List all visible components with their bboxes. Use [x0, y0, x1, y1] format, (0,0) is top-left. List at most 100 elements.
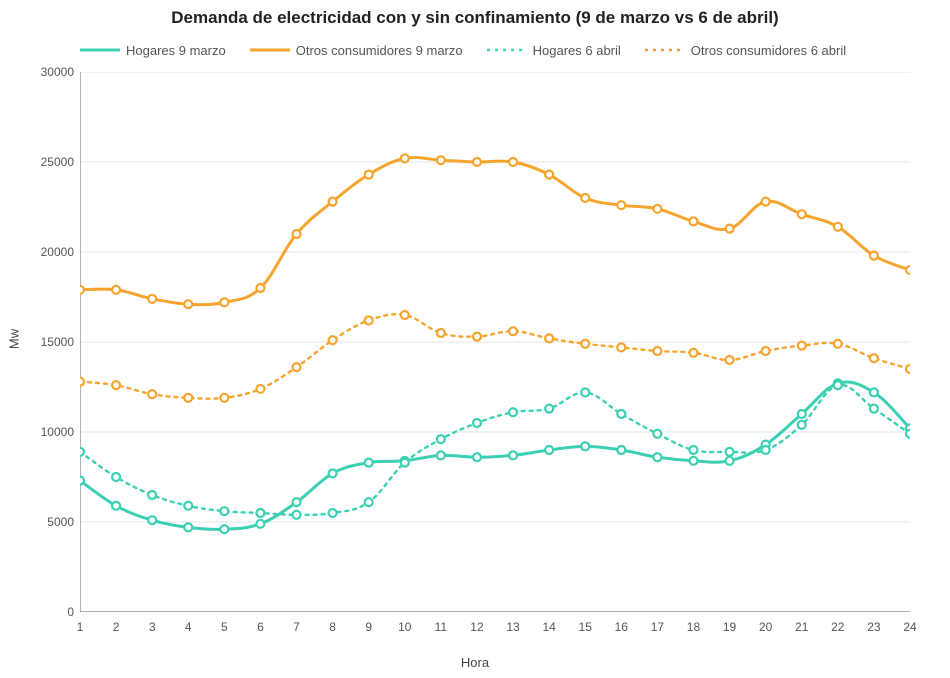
data-marker: [834, 340, 842, 348]
x-tick: 16: [615, 620, 628, 634]
x-tick: 5: [221, 620, 228, 634]
data-marker: [509, 408, 517, 416]
data-marker: [798, 421, 806, 429]
data-marker: [365, 316, 373, 324]
x-tick: 10: [398, 620, 411, 634]
plot-area: [80, 72, 910, 612]
x-tick: 15: [579, 620, 592, 634]
data-marker: [184, 300, 192, 308]
data-marker: [437, 451, 445, 459]
data-marker: [581, 442, 589, 450]
legend: Hogares 9 marzo Otros consumidores 9 marz…: [80, 42, 846, 58]
x-tick: 17: [651, 620, 664, 634]
x-tick: 21: [795, 620, 808, 634]
x-tick: 13: [506, 620, 519, 634]
data-marker: [365, 498, 373, 506]
data-marker: [112, 502, 120, 510]
data-marker: [545, 405, 553, 413]
data-marker: [726, 225, 734, 233]
y-tick: 10000: [28, 425, 74, 439]
data-marker: [220, 507, 228, 515]
data-marker: [689, 217, 697, 225]
data-marker: [293, 363, 301, 371]
data-marker: [545, 446, 553, 454]
series-line: [80, 382, 910, 529]
data-marker: [256, 509, 264, 517]
data-marker: [293, 230, 301, 238]
data-marker: [329, 469, 337, 477]
data-marker: [726, 448, 734, 456]
x-axis-label: Hora: [0, 655, 950, 670]
data-marker: [653, 453, 661, 461]
data-marker: [473, 453, 481, 461]
legend-item: Hogares 6 abril: [487, 42, 621, 58]
legend-swatch: [487, 42, 527, 58]
data-marker: [184, 523, 192, 531]
y-tick: 5000: [28, 515, 74, 529]
data-marker: [437, 156, 445, 164]
data-marker: [581, 194, 589, 202]
data-marker: [689, 457, 697, 465]
data-marker: [509, 451, 517, 459]
data-marker: [473, 333, 481, 341]
y-tick: 30000: [28, 65, 74, 79]
data-marker: [509, 327, 517, 335]
data-marker: [401, 154, 409, 162]
legend-item: Hogares 9 marzo: [80, 42, 226, 58]
y-tick: 15000: [28, 335, 74, 349]
x-tick: 19: [723, 620, 736, 634]
data-marker: [112, 473, 120, 481]
data-marker: [617, 410, 625, 418]
data-marker: [220, 298, 228, 306]
data-marker: [617, 343, 625, 351]
data-marker: [437, 435, 445, 443]
x-tick: 1: [77, 620, 84, 634]
legend-label: Otros consumidores 9 marzo: [296, 43, 463, 58]
data-marker: [762, 446, 770, 454]
data-marker: [329, 509, 337, 517]
y-tick: 20000: [28, 245, 74, 259]
data-marker: [220, 525, 228, 533]
data-marker: [112, 381, 120, 389]
data-marker: [906, 266, 910, 274]
data-marker: [726, 356, 734, 364]
data-marker: [256, 520, 264, 528]
data-marker: [256, 284, 264, 292]
data-marker: [762, 347, 770, 355]
data-marker: [473, 419, 481, 427]
data-marker: [473, 158, 481, 166]
x-tick: 24: [903, 620, 916, 634]
data-marker: [329, 336, 337, 344]
data-marker: [220, 394, 228, 402]
legend-swatch: [80, 42, 120, 58]
x-tick: 2: [113, 620, 120, 634]
data-marker: [798, 210, 806, 218]
x-tick: 7: [293, 620, 300, 634]
data-marker: [581, 388, 589, 396]
legend-label: Hogares 6 abril: [533, 43, 621, 58]
data-marker: [653, 205, 661, 213]
x-tick: 20: [759, 620, 772, 634]
data-marker: [184, 394, 192, 402]
x-tick: 6: [257, 620, 264, 634]
x-tick: 4: [185, 620, 192, 634]
data-marker: [256, 385, 264, 393]
data-marker: [401, 459, 409, 467]
x-tick: 12: [470, 620, 483, 634]
data-marker: [365, 171, 373, 179]
data-marker: [293, 511, 301, 519]
data-marker: [329, 198, 337, 206]
data-marker: [653, 347, 661, 355]
data-marker: [148, 390, 156, 398]
chart-title: Demanda de electricidad con y sin confin…: [0, 8, 950, 28]
data-marker: [653, 430, 661, 438]
data-marker: [870, 354, 878, 362]
series-line: [80, 314, 910, 398]
legend-label: Hogares 9 marzo: [126, 43, 226, 58]
data-marker: [293, 498, 301, 506]
x-tick: 23: [867, 620, 880, 634]
series-line: [80, 157, 910, 304]
x-tick: 14: [542, 620, 555, 634]
data-marker: [870, 252, 878, 260]
x-tick: 9: [365, 620, 372, 634]
